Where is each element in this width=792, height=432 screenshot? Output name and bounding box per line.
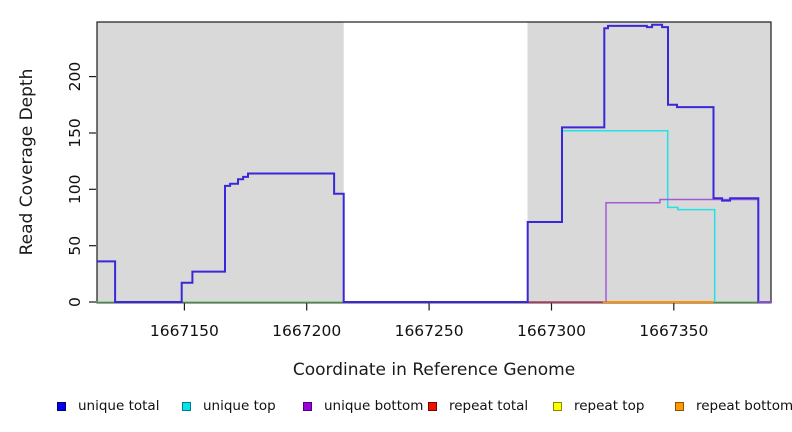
x-tick-label: 1667150 bbox=[150, 322, 219, 340]
x-tick-label: 1667350 bbox=[639, 322, 708, 340]
x-tick-label: 1667200 bbox=[272, 322, 341, 340]
x-axis-title: Coordinate in Reference Genome bbox=[292, 360, 576, 380]
x-tick-label: 1667250 bbox=[395, 322, 464, 340]
y-tick-label: 150 bbox=[66, 118, 84, 148]
series-line-unique-top bbox=[562, 129, 716, 302]
y-tick-label: 200 bbox=[66, 62, 84, 92]
series-line-unique-total bbox=[97, 23, 771, 303]
y-axis-title: Read Coverage Depth bbox=[17, 68, 37, 256]
shaded-region-right bbox=[527, 22, 771, 303]
y-tick-label: 0 bbox=[66, 297, 84, 307]
y-tick-label: 100 bbox=[66, 175, 84, 205]
y-tick-label: 50 bbox=[66, 236, 84, 256]
x-tick-label: 1667300 bbox=[517, 322, 586, 340]
shaded-region-left bbox=[97, 22, 344, 303]
